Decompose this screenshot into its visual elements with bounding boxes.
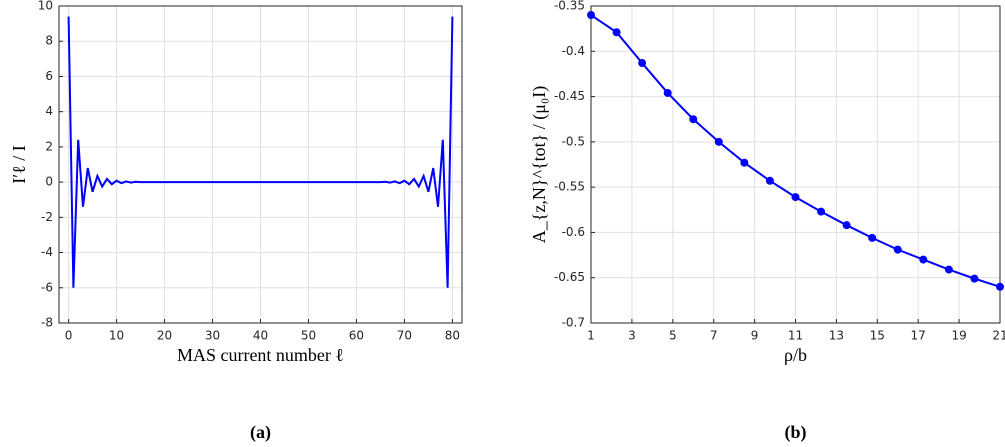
- x-tick-label: 15: [870, 329, 885, 343]
- data-marker: [817, 207, 826, 216]
- x-axis-label: ρ/b: [784, 345, 807, 365]
- x-tick-label: 60: [349, 329, 364, 343]
- x-axis-label: MAS current number ℓ: [177, 345, 344, 365]
- data-marker: [765, 176, 774, 185]
- data-marker: [612, 28, 621, 37]
- x-tick-label: 19: [951, 329, 966, 343]
- data-marker: [740, 158, 749, 167]
- x-tick-label: 20: [157, 329, 172, 343]
- y-tick-label: 0: [45, 175, 53, 189]
- data-marker: [970, 274, 979, 283]
- y-tick-label: -0.5: [562, 134, 585, 148]
- y-tick-label: -0.45: [554, 89, 585, 103]
- axes-box: [590, 5, 1001, 324]
- axes-box: [58, 5, 463, 324]
- x-tick-label: 50: [301, 329, 316, 343]
- x-tick-label: 21: [992, 329, 1005, 343]
- data-line: [67, 16, 454, 288]
- y-tick-label: 10: [38, 0, 53, 13]
- x-tick-label: 17: [911, 329, 926, 343]
- data-marker: [893, 245, 902, 254]
- x-tick-label: 3: [628, 329, 636, 343]
- y-axis-label: A_{z,N}^{tot} / (μ₀I): [529, 86, 550, 243]
- y-tick-label: 2: [45, 139, 53, 153]
- x-tick-label: 1: [587, 329, 595, 343]
- y-tick-label: -0.65: [554, 270, 585, 284]
- x-tick-label: 80: [445, 329, 460, 343]
- x-tick-label: 30: [205, 329, 220, 343]
- data-marker: [868, 233, 877, 242]
- data-marker: [944, 265, 953, 274]
- data-marker: [587, 11, 595, 20]
- y-tick-label: 6: [45, 69, 53, 83]
- y-tick-label: 8: [45, 34, 53, 48]
- data-marker: [663, 88, 672, 97]
- y-tick-label: -0.4: [562, 44, 585, 58]
- y-tick-label: -0.6: [562, 225, 585, 239]
- data-marker: [842, 221, 851, 230]
- data-marker: [919, 255, 928, 264]
- x-tick-label: 13: [829, 329, 844, 343]
- y-tick-label: -2: [41, 210, 53, 224]
- y-tick-label: -0.7: [562, 316, 585, 330]
- y-axis-label: I′ℓ / I: [9, 145, 29, 184]
- y-tick-label: -8: [41, 316, 53, 330]
- x-tick-label: 11: [788, 329, 803, 343]
- y-tick-label: 4: [45, 104, 53, 118]
- x-tick-label: 40: [253, 329, 268, 343]
- x-tick-label: 70: [397, 329, 412, 343]
- x-tick-label: 9: [751, 329, 759, 343]
- caption: (b): [785, 422, 807, 443]
- data-marker: [638, 59, 647, 68]
- x-tick-label: 7: [710, 329, 718, 343]
- x-tick-label: 0: [65, 329, 73, 343]
- y-tick-label: -4: [41, 245, 53, 259]
- caption: (a): [250, 422, 271, 443]
- x-tick-label: 10: [109, 329, 124, 343]
- y-tick-label: -6: [41, 280, 53, 294]
- y-tick-label: -0.55: [554, 180, 585, 194]
- data-marker: [714, 137, 723, 146]
- data-marker: [791, 193, 800, 202]
- x-tick-label: 5: [669, 329, 677, 343]
- data-marker: [996, 282, 1004, 291]
- y-tick-label: -0.35: [554, 0, 585, 13]
- data-marker: [689, 115, 698, 124]
